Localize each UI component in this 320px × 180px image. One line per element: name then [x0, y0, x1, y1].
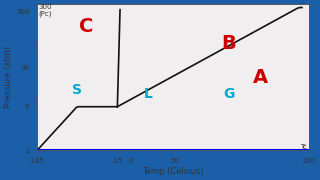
Text: G: G: [223, 87, 235, 101]
Text: (Pc): (Pc): [38, 10, 52, 17]
Text: L: L: [144, 87, 153, 101]
X-axis label: Temp (Celsius): Temp (Celsius): [142, 167, 204, 176]
Text: 300: 300: [38, 4, 52, 10]
Text: A: A: [252, 68, 268, 87]
Text: B: B: [221, 34, 236, 53]
Text: Tc: Tc: [300, 144, 308, 150]
Text: S: S: [72, 83, 82, 97]
Y-axis label: Pressure (atm): Pressure (atm): [4, 46, 13, 108]
Text: C: C: [79, 17, 93, 36]
